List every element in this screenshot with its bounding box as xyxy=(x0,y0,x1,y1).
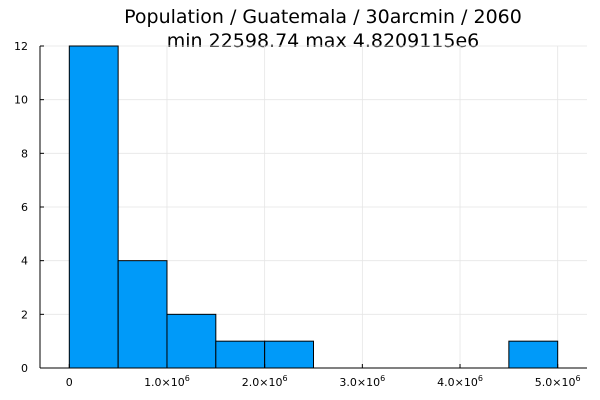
y-tick-label: 10 xyxy=(14,94,28,107)
x-tick-label: 2.0×106 xyxy=(242,374,288,389)
x-tick-label: 5.0×106 xyxy=(535,374,581,389)
grid-lines xyxy=(40,45,587,369)
y-tick-label: 8 xyxy=(21,147,28,160)
histogram-bar xyxy=(166,313,217,369)
y-tick-label: 4 xyxy=(21,255,28,268)
histogram-bar xyxy=(264,340,314,369)
y-tick-label: 2 xyxy=(21,308,28,321)
y-tick-label: 6 xyxy=(21,201,28,214)
histogram-bar xyxy=(215,340,266,369)
chart-title: Population / Guatemala / 30arcmin / 2060 xyxy=(124,6,522,28)
histogram-bar xyxy=(117,260,168,369)
axes xyxy=(39,45,587,369)
x-tick-label: 3.0×106 xyxy=(339,374,385,389)
tick-labels: 0 1.0×106 2.0×106 3.0×106 4.0×106 5.0×106 0 2 4 6… xyxy=(14,40,581,389)
x-tick-label: 1.0×106 xyxy=(144,374,190,389)
histogram-bar xyxy=(508,340,559,369)
chart-subtitle: min 22598.74 max 4.8209115e6 xyxy=(167,30,480,52)
histogram-bar xyxy=(68,45,119,369)
bars xyxy=(68,45,559,369)
y-tick-label: 0 xyxy=(21,362,28,375)
x-tick-label: 0 xyxy=(66,376,73,389)
y-tick-label: 12 xyxy=(14,40,28,53)
x-tick-label: 4.0×106 xyxy=(437,374,483,389)
